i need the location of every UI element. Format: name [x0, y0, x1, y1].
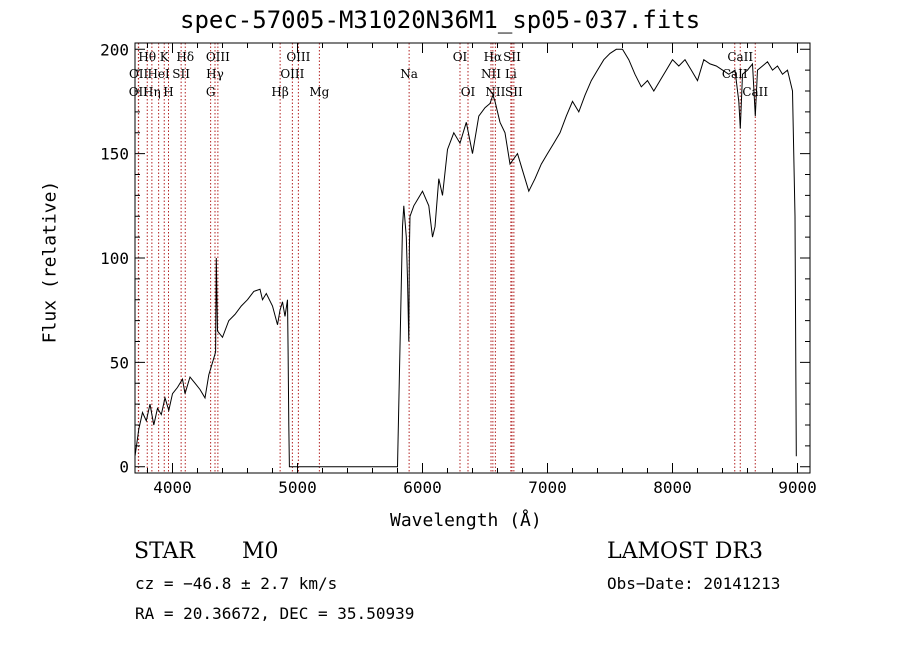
obs-date-label: Obs−Date: 20141213 [607, 574, 781, 593]
spectrum-line [134, 48, 797, 468]
line-label: NII [485, 85, 505, 99]
line-label: OII [129, 67, 149, 81]
line-label: CaII [727, 50, 753, 64]
x-tick-label: 4000 [153, 478, 192, 497]
x-tick-label: 7000 [528, 478, 567, 497]
line-label: Mg [309, 85, 329, 99]
y-tick-label: 50 [110, 353, 129, 372]
chart-title: spec-57005-M31020N36M1_sp05-037.fits [180, 6, 701, 34]
line-label: Hθ [138, 50, 156, 64]
x-tick-label: 6000 [403, 478, 442, 497]
y-axis-label-text: Flux (relative) [39, 180, 61, 344]
class-label: STAR [134, 539, 195, 564]
line-label: NII [481, 67, 501, 81]
axes-frame [134, 42, 811, 474]
line-label: Hα [484, 50, 503, 64]
coordinates-label: RA = 20.36672, DEC = 35.50939 [135, 604, 415, 623]
line-label: Na [400, 67, 418, 81]
line-label: CaII [722, 67, 748, 81]
line-label: OI [461, 85, 476, 99]
line-label: CaII [742, 85, 768, 99]
x-tick-label: 8000 [653, 478, 692, 497]
line-markers [137, 43, 756, 473]
line-label: K [160, 50, 170, 64]
line-label: Li [505, 67, 517, 81]
line-label: OI [453, 50, 468, 64]
line-label: HeI [147, 67, 170, 81]
line-label: OIII [206, 50, 230, 64]
line-labels: OII OII Hθ Hη HeI K H SII Hδ G Hγ OIII Hβ OIII OIII Mg N… [129, 50, 769, 99]
line-label: SII [505, 85, 523, 99]
line-label: G [206, 85, 216, 99]
x-tick-label: 5000 [278, 478, 317, 497]
x-axis-label: Wavelength (Å) [390, 510, 542, 531]
subclass-label: M0 [242, 539, 279, 564]
line-label: OIII [280, 67, 304, 81]
y-tick-label: 100 [100, 249, 129, 268]
line-label: Hβ [271, 85, 288, 99]
line-label: SII [172, 67, 190, 81]
axis-ticks: 4000 5000 6000 7000 8000 9000 0 50 100 150 200 [100, 40, 817, 497]
x-tick-label: 9000 [778, 478, 817, 497]
line-label: Hδ [176, 50, 194, 64]
survey-label: LAMOST DR3 [607, 539, 763, 564]
line-label: SII [503, 50, 521, 64]
y-tick-label: 0 [119, 458, 129, 477]
line-label: OII [129, 85, 149, 99]
line-label: OIII [286, 50, 310, 64]
line-label: H [163, 85, 173, 99]
redshift-label: cz = −46.8 ± 2.7 km/s [135, 574, 338, 593]
line-label: Hη [143, 85, 161, 99]
y-tick-label: 150 [100, 145, 129, 164]
line-label: Hγ [206, 67, 224, 81]
y-tick-label: 200 [100, 40, 129, 59]
